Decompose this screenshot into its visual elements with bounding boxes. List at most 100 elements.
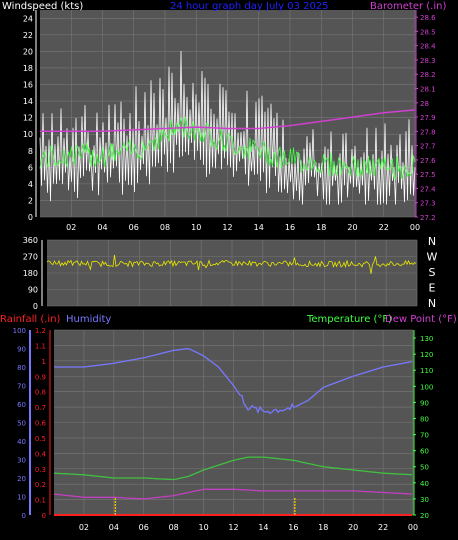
direction-y-tick-label: 90 (28, 286, 38, 295)
barometer-tick-label: 27.9 (420, 114, 436, 122)
direction-y-tick-label: 0 (33, 302, 38, 311)
chart-title: 24 hour graph day July 03 2025 (170, 1, 329, 12)
wind-y-tick-label: 6 (28, 163, 33, 172)
bottom-x-tick-label: 22 (378, 523, 388, 532)
bottom-x-tick-label: 18 (318, 523, 328, 532)
humidity-tick-label: 80 (17, 364, 26, 372)
bottom-x-tick-label: 04 (109, 523, 119, 532)
wind-x-tick-label: 06 (129, 223, 139, 232)
wind-x-tick-label: 10 (191, 223, 201, 232)
bottom-grid (54, 329, 414, 516)
wind-y-tick-label: 20 (23, 47, 33, 56)
wind-y-tick-label: 0 (28, 213, 33, 222)
wind-y-tick-label: 12 (23, 114, 33, 123)
temperature-tick-label: 30 (420, 496, 429, 504)
barometer-label: Barometer (.in) (370, 1, 446, 12)
dewpoint-series (53, 488, 413, 500)
dewpoint-label: Dew Point (°F) (385, 314, 457, 325)
direction-y-tick-label: 360 (23, 236, 38, 245)
humidity-tick-label: 50 (17, 420, 26, 428)
direction-series (46, 254, 417, 274)
temperature-tick-label: 20 (420, 512, 429, 520)
rain-tick-label: 1.2 (35, 327, 46, 335)
humidity-tick-label: 40 (17, 438, 26, 446)
direction-y-axis: 0 90 180 270 360 (23, 236, 43, 311)
wind-average-series (39, 116, 416, 181)
temperature-tick-label: 40 (420, 480, 429, 488)
humidity-tick-label: 30 (17, 457, 26, 465)
wind-x-tick-label: 18 (316, 223, 326, 232)
humidity-label: Humidity (66, 314, 111, 325)
bottom-x-tick-label: 08 (169, 523, 179, 532)
humidity-tick-label: 10 (17, 494, 26, 502)
wind-y-tick-label: 24 (23, 14, 33, 23)
rain-tick-label: 0.8 (35, 389, 46, 397)
wind-x-tick-label: 14 (254, 223, 264, 232)
barometer-tick-label: 28.3 (420, 57, 436, 65)
bottom-x-tick-label: 06 (139, 523, 149, 532)
temperature-tick-label: 60 (420, 448, 429, 456)
compass-label: S (429, 266, 436, 279)
barometer-tick-label: 28.2 (420, 71, 436, 79)
windspeed-label: Windspeed (kts) (2, 1, 83, 12)
temperature-tick-label: 90 (420, 399, 429, 407)
bottom-series (53, 347, 413, 516)
rain-tick-label: 0.6 (35, 420, 47, 428)
barometer-tick-label: 27.3 (420, 200, 436, 208)
rain-tick-label: 0 (42, 512, 46, 520)
rain-tick-label: 0.1 (35, 497, 46, 505)
wind-x-tick-label: 16 (285, 223, 295, 232)
barometer-tick-label: 27.4 (420, 185, 436, 193)
temperature-tick-label: 100 (420, 383, 433, 391)
direction-series (46, 254, 417, 274)
temperature-tick-label: 80 (420, 415, 429, 423)
compass-label: N (428, 235, 436, 248)
compass-label: W (427, 251, 438, 264)
rain-tick-label: 0.7 (35, 404, 46, 412)
temperature-tick-label: 50 (420, 464, 429, 472)
barometer-tick-label: 28.4 (420, 43, 436, 51)
temperature-series (53, 456, 413, 481)
direction-y-tick-label: 270 (23, 253, 38, 262)
temperature-tick-label: 130 (420, 335, 433, 343)
rain-tick-label: 0.3 (35, 466, 46, 474)
wind-x-tick-label: 04 (97, 223, 107, 232)
wind-y-tick-label: 14 (23, 97, 33, 106)
humidity-tick-label: 90 (17, 346, 26, 354)
barometer-tick-label: 27.5 (420, 171, 436, 179)
barometer-series (40, 109, 416, 133)
barometer-tick-label: 28.6 (420, 14, 436, 22)
wind-y-tick-label: 22 (23, 31, 33, 40)
barometer-tick-label: 28 (420, 100, 429, 108)
temperature-tick-label: 110 (420, 367, 433, 375)
barometer-right-axis: 27.2 27.3 27.4 27.5 27.6 27.7 27.8 27.9 28 28.1 28… (415, 10, 436, 222)
bottom-x-tick-label: 20 (348, 523, 358, 532)
bottom-x-tick-label: 16 (288, 523, 298, 532)
wind-y-tick-label: 18 (23, 64, 33, 73)
barometer-tick-label: 28.5 (420, 28, 436, 36)
wind-series (39, 50, 416, 205)
humidity-tick-label: 20 (17, 475, 26, 483)
barometer-tick-label: 28.1 (420, 86, 436, 94)
rain-tick-label: 1.1 (35, 342, 46, 350)
humidity-tick-label: 0 (22, 512, 26, 520)
wind-y-tick-label: 16 (23, 81, 33, 90)
humidity-tick-label: 70 (17, 383, 26, 391)
rain-tick-label: 1 (42, 358, 46, 366)
wind-x-tick-label: 22 (379, 223, 389, 232)
wind-x-tick-label: 12 (222, 223, 232, 232)
wind-y-tick-label: 2 (28, 196, 33, 205)
wind-x-axis: 02 04 06 08 10 12 14 16 18 20 22 00 (66, 223, 420, 232)
wind-x-tick-label: 02 (66, 223, 76, 232)
barometer-tick-label: 27.7 (420, 143, 436, 151)
rain-tick-label: 0.2 (35, 481, 46, 489)
bottom-x-tick-label: 10 (198, 523, 208, 532)
bottom-x-tick-label: 14 (258, 523, 268, 532)
rain-tick-label: 0.4 (35, 450, 47, 458)
direction-y-tick-label: 180 (23, 269, 38, 278)
temperature-label: Temperature (°F) (306, 314, 392, 325)
wind-grid (40, 10, 416, 218)
barometer-tick-label: 27.8 (420, 128, 436, 136)
